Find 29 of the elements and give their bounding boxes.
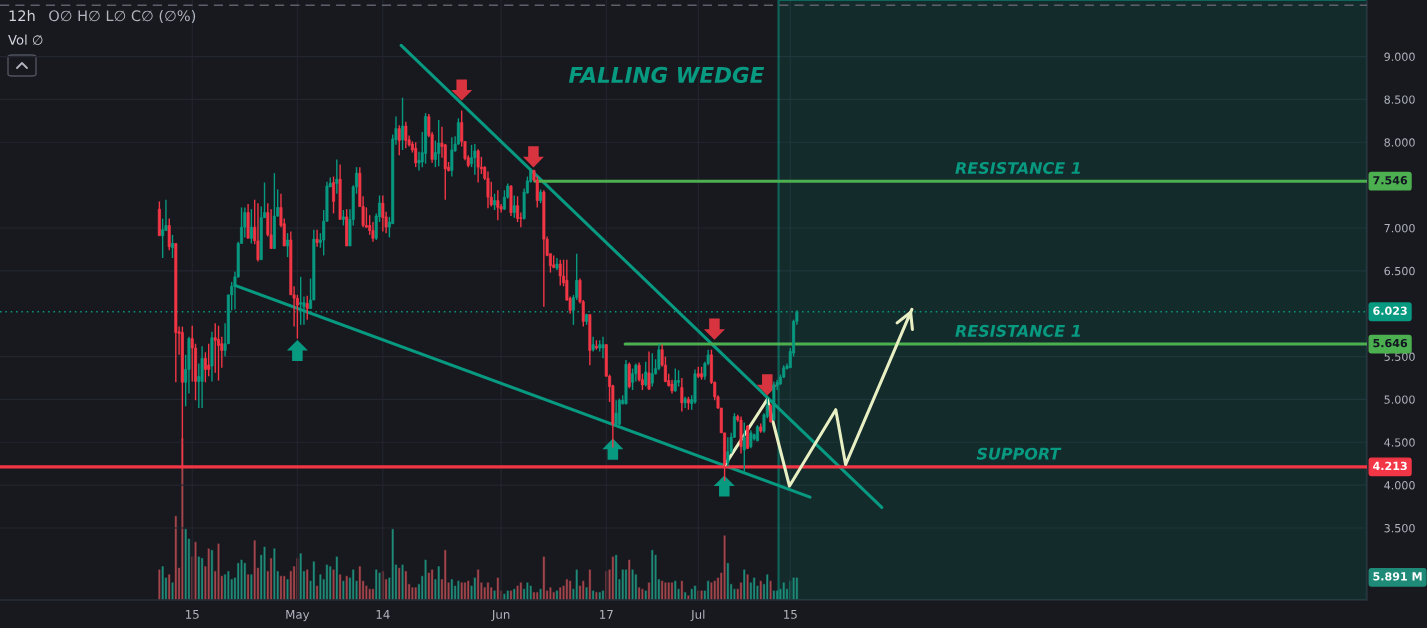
y-tick-label: 3.500 — [1384, 523, 1415, 533]
x-tick-label: 15 — [186, 610, 199, 619]
series-label: RESISTANCE 1 — [955, 324, 1080, 337]
ref-line-label: 6.023 — [1373, 306, 1407, 315]
data-label: 5.646 — [1373, 338, 1408, 348]
x-tick-label: May — [286, 610, 310, 622]
chart-title: Vol ∅ — [8, 34, 43, 45]
y-tick-label: 8.500 — [1384, 95, 1415, 104]
annotation: FALLING WEDGE — [568, 66, 765, 84]
y-tick-label: 5.000 — [1384, 395, 1415, 404]
data-label: 7.546 — [1373, 176, 1408, 185]
x-tick-label: Jul — [690, 609, 705, 622]
x-tick-label: Jun — [491, 610, 510, 622]
text: 5.891 M — [1373, 572, 1422, 581]
data-label: 4.213 — [1373, 461, 1407, 471]
text: O∅ H∅ L∅ C∅ (∅%) — [49, 9, 196, 23]
y-tick-label: 9.000 — [1384, 52, 1415, 61]
y-tick-label: 7.000 — [1384, 223, 1415, 233]
y-tick-label: 6.500 — [1384, 266, 1415, 276]
text: 12h — [9, 9, 35, 22]
y-tick-label: 4.000 — [1384, 481, 1415, 490]
y-tick-label: 8.000 — [1384, 138, 1415, 147]
x-tick-label: 15 — [784, 610, 797, 619]
y-tick-label: 5.500 — [1384, 352, 1415, 361]
series-label: SUPPORT — [976, 447, 1062, 460]
x-tick-label: 17 — [600, 610, 613, 619]
y-tick-label: 4.500 — [1384, 438, 1415, 447]
x-tick-label: 14 — [376, 610, 390, 619]
series-label: RESISTANCE 1 — [955, 161, 1080, 175]
